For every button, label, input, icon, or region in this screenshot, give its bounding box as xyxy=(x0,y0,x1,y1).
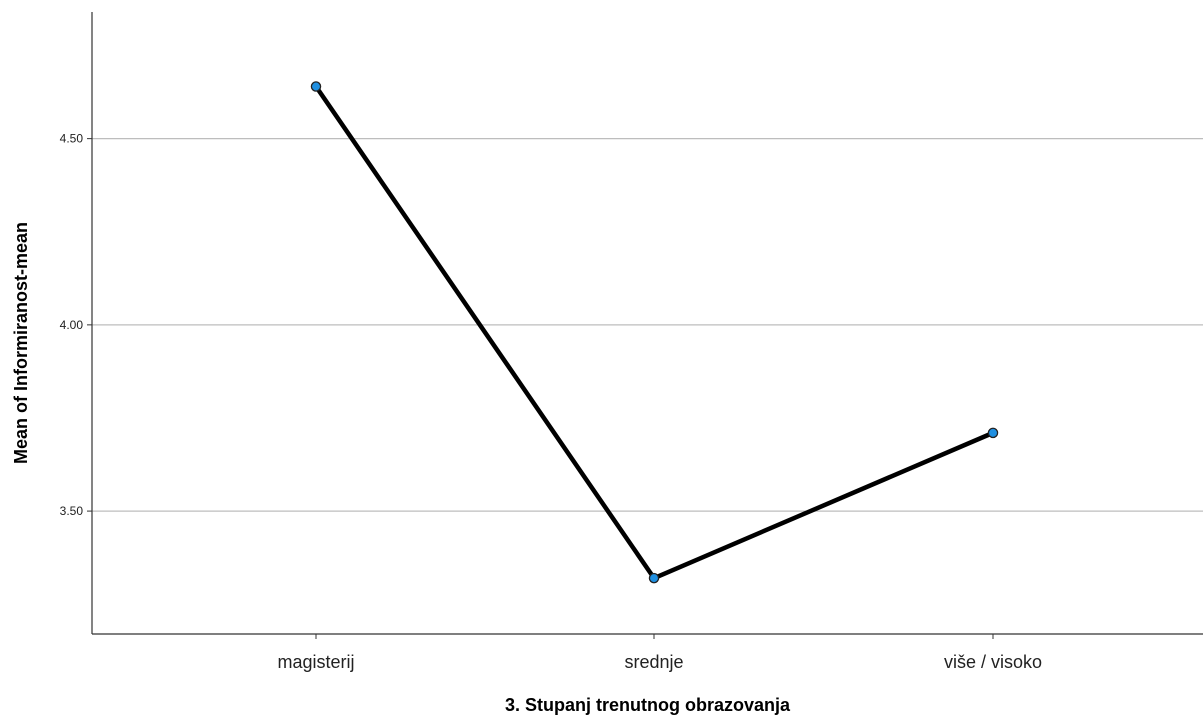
series-line xyxy=(313,84,996,581)
y-tick-label: 3.50 xyxy=(60,504,84,518)
gridlines xyxy=(92,137,1203,512)
series xyxy=(310,81,999,584)
data-point xyxy=(648,572,660,584)
x-axis-title: 3. Stupanj trenutnog obrazovanja xyxy=(505,695,791,715)
y-axis-title: Mean of Informiranost-mean xyxy=(11,222,31,464)
axes xyxy=(91,12,1203,635)
y-tick-label: 4.00 xyxy=(60,318,84,332)
y-tick-labels: 3.50 4.00 4.50 xyxy=(60,132,92,518)
data-point xyxy=(987,427,999,439)
y-tick-label: 4.50 xyxy=(60,132,84,146)
x-tick-label: magisterij xyxy=(277,652,354,672)
data-point xyxy=(310,81,322,92)
x-tick-label: srednje xyxy=(624,652,683,672)
x-tick-label: više / visoko xyxy=(944,652,1042,672)
x-tick-labels: magisterij srednje više / visoko xyxy=(277,634,1042,672)
